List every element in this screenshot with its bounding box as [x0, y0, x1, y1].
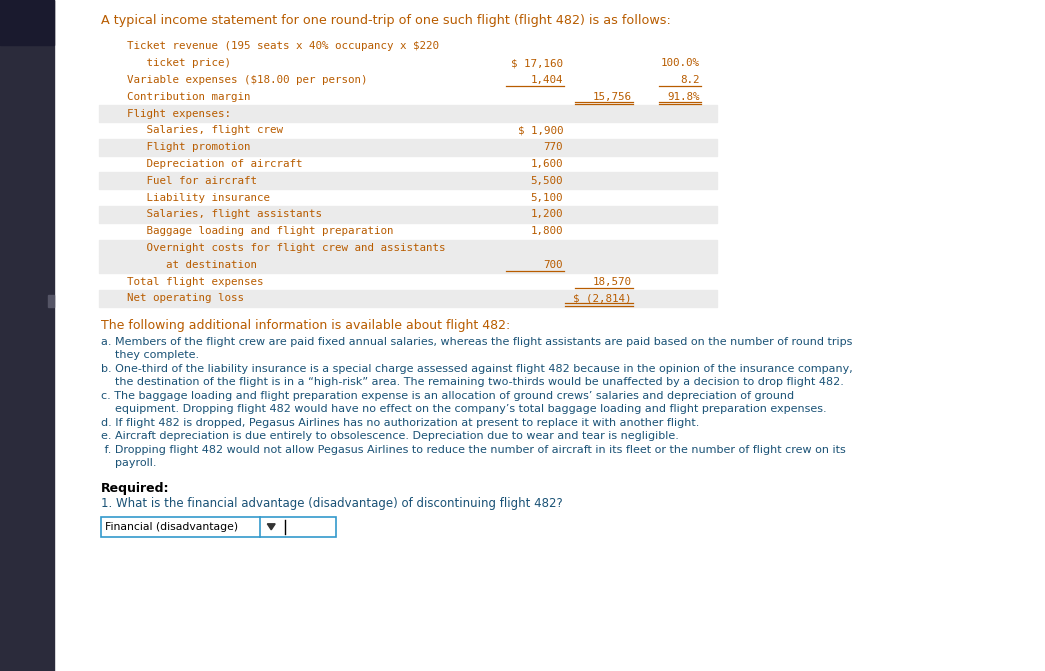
Bar: [99, 256, 717, 273]
Text: Total flight expenses: Total flight expenses: [101, 276, 263, 287]
Text: 770: 770: [543, 142, 563, 152]
Text: 15,756: 15,756: [593, 92, 631, 102]
Bar: [99, 172, 717, 189]
Text: Financial (disadvantage): Financial (disadvantage): [104, 522, 238, 532]
Text: 700: 700: [543, 260, 563, 270]
Text: Overnight costs for flight crew and assistants: Overnight costs for flight crew and assi…: [101, 243, 445, 253]
Text: at destination: at destination: [101, 260, 257, 270]
Bar: [99, 206, 717, 223]
Text: the destination of the flight is in a “high-risk” area. The remaining two-thirds: the destination of the flight is in a “h…: [101, 377, 843, 387]
Text: Liability insurance: Liability insurance: [101, 193, 270, 203]
Text: Flight promotion: Flight promotion: [101, 142, 251, 152]
Text: Fuel for aircraft: Fuel for aircraft: [101, 176, 257, 186]
Text: Depreciation of aircraft: Depreciation of aircraft: [101, 159, 302, 169]
Text: payroll.: payroll.: [101, 458, 157, 468]
Bar: [0, 0, 54, 45]
Text: 1. What is the financial advantage (disadvantage) of discontinuing flight 482?: 1. What is the financial advantage (disa…: [101, 497, 562, 510]
Text: 1,600: 1,600: [531, 159, 563, 169]
Text: 1,800: 1,800: [531, 226, 563, 236]
Text: Net operating loss: Net operating loss: [101, 293, 243, 303]
Text: 1,404: 1,404: [531, 75, 563, 85]
Text: d. If flight 482 is dropped, Pegasus Airlines has no authorization at present to: d. If flight 482 is dropped, Pegasus Air…: [101, 418, 699, 428]
Text: they complete.: they complete.: [101, 350, 199, 360]
Bar: [99, 139, 717, 156]
Bar: [48, 295, 54, 307]
Text: 5,500: 5,500: [531, 176, 563, 186]
Text: 8.2: 8.2: [680, 75, 700, 85]
Text: Baggage loading and flight preparation: Baggage loading and flight preparation: [101, 226, 393, 236]
Text: Salaries, flight crew: Salaries, flight crew: [101, 125, 283, 136]
Bar: [99, 240, 717, 256]
Text: $ 1,900: $ 1,900: [517, 125, 563, 136]
Text: Required:: Required:: [101, 482, 169, 495]
Text: f. Dropping flight 482 would not allow Pegasus Airlines to reduce the number of : f. Dropping flight 482 would not allow P…: [101, 445, 845, 455]
Text: Ticket revenue (195 seats x 40% occupancy x $220: Ticket revenue (195 seats x 40% occupanc…: [101, 42, 439, 52]
Bar: [101, 517, 335, 537]
Text: Flight expenses:: Flight expenses:: [101, 109, 231, 119]
Text: The following additional information is available about flight 482:: The following additional information is …: [101, 319, 510, 331]
Text: e. Aircraft depreciation is due entirely to obsolescence. Depreciation due to we: e. Aircraft depreciation is due entirely…: [101, 431, 679, 442]
Text: a. Members of the flight crew are paid fixed annual salaries, whereas the flight: a. Members of the flight crew are paid f…: [101, 337, 853, 347]
Text: equipment. Dropping flight 482 would have no effect on the company’s total bagga: equipment. Dropping flight 482 would hav…: [101, 405, 827, 414]
Text: b. One-third of the liability insurance is a special charge assessed against fli: b. One-third of the liability insurance …: [101, 364, 853, 374]
Text: A typical income statement for one round-trip of one such flight (flight 482) is: A typical income statement for one round…: [101, 14, 671, 27]
Text: $ (2,814): $ (2,814): [573, 293, 631, 303]
Text: $ 17,160: $ 17,160: [511, 58, 563, 68]
Text: 1,200: 1,200: [531, 209, 563, 219]
Text: ticket price): ticket price): [101, 58, 231, 68]
Text: Salaries, flight assistants: Salaries, flight assistants: [101, 209, 322, 219]
Text: 100.0%: 100.0%: [661, 58, 700, 68]
Bar: [99, 290, 717, 307]
Text: 5,100: 5,100: [531, 193, 563, 203]
Text: 18,570: 18,570: [593, 276, 631, 287]
Text: Variable expenses ($18.00 per person): Variable expenses ($18.00 per person): [101, 75, 368, 85]
Text: Contribution margin: Contribution margin: [101, 92, 251, 102]
Bar: [0, 0, 54, 671]
Text: c. The baggage loading and flight preparation expense is an allocation of ground: c. The baggage loading and flight prepar…: [101, 391, 794, 401]
Polygon shape: [268, 524, 275, 530]
Bar: [99, 105, 717, 122]
Text: 91.8%: 91.8%: [668, 92, 700, 102]
